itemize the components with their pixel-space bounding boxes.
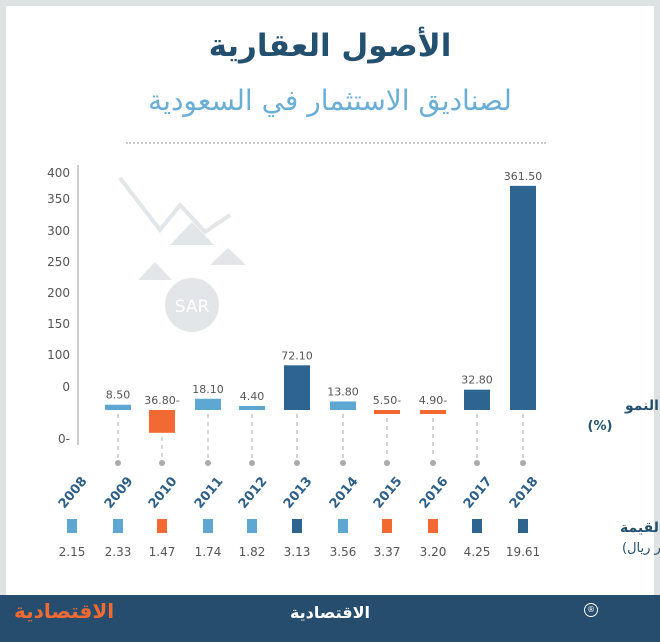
y-tick-label: 0- [58,432,70,446]
bar-2010 [149,410,175,433]
value-label-2010: 1.47 [149,545,176,559]
connector-dot [474,460,480,466]
bar-label-2009: 8.50 [106,389,131,402]
bar-2016 [420,410,446,414]
value-label-2011: 1.74 [195,545,222,559]
connector-dot [205,460,211,466]
bar-label-2018: 361.50 [504,170,543,183]
house-icon [210,248,246,265]
year-label-2011: 2011 [192,474,227,511]
bar-label-2011: 18.10 [192,383,224,396]
value-marker-2011 [203,519,213,533]
year-label-2018: 2018 [507,474,542,511]
growth-axis-unit: (%) [588,419,613,434]
footer-logo-left: الاقتصادية [14,599,115,623]
value-marker-2013 [292,519,302,533]
year-label-2009: 2009 [102,474,137,511]
connector-dot [115,460,121,466]
y-tick-label: 300 [47,224,70,238]
value-marker-2008 [67,519,77,533]
bar-2014 [330,401,356,410]
year-label-2015: 2015 [371,474,406,511]
value-marker-2012 [247,519,257,533]
bar-2015 [374,410,400,414]
value-marker-2009 [113,519,123,533]
divider [126,142,546,144]
house-icon [138,262,172,280]
bar-label-2010: 36.80- [144,394,179,407]
value-marker-2015 [382,519,392,533]
connector-dot [520,460,526,466]
bar-2011 [195,398,221,410]
connector-dot [294,460,300,466]
connector-dot [340,460,346,466]
year-label-2012: 2012 [236,474,271,511]
value-marker-2016 [428,519,438,533]
coin-icon [165,278,219,332]
year-label-2008: 2008 [56,474,91,511]
value-label-2013: 3.13 [284,545,311,559]
y-tick-label: 350 [47,192,70,206]
bar-2013 [284,365,310,410]
page-title: الأصول العقارية [208,28,452,64]
bar-2009 [105,404,131,410]
value-label-2015: 3.37 [374,545,401,559]
connector-dot [159,460,165,466]
bar-2017 [464,389,490,410]
value-label-2009: 2.33 [105,545,132,559]
year-label-2013: 2013 [281,474,316,511]
year-label-2017: 2017 [461,474,496,511]
value-label-2008: 2.15 [59,545,86,559]
year-label-2010: 2010 [146,474,181,511]
registered-icon: ® [584,603,598,617]
y-tick-label: 0 [62,380,70,394]
bar-label-2017: 32.80 [461,374,493,387]
value-label-2012: 1.82 [239,545,266,559]
value-marker-2017 [472,519,482,533]
value-label-2018: 19.61 [506,545,540,559]
bar-label-2012: 4.40 [240,390,265,403]
bar-label-2016: 4.90- [419,394,447,407]
trend-arrow-icon [118,176,232,235]
bar-label-2015: 5.50- [373,394,401,407]
y-tick-label: 150 [47,317,70,331]
house-icon [170,222,214,245]
growth-axis-label: نسبة النمو [624,398,660,414]
value-marker-2018 [518,519,528,533]
bar-2012 [239,406,265,410]
y-tick-label: 200 [47,286,70,300]
bar-label-2013: 72.10 [281,349,313,362]
connector-dot [249,460,255,466]
bar-2018 [510,185,536,410]
y-tick-label: 250 [47,255,70,269]
value-label-2014: 3.56 [330,545,357,559]
year-label-2016: 2016 [417,474,452,511]
footer-logo-center: الاقتصادية [289,603,371,622]
year-label-2014: 2014 [327,474,362,511]
y-tick-label: 400 [47,166,70,180]
connector-dot [384,460,390,466]
value-row-label: القيمة [620,520,660,536]
bar-label-2014: 13.80 [327,385,359,398]
value-marker-2010 [157,519,167,533]
infographic-card: الأصول العقارية لصناديق الاستثمار في الس… [6,6,654,595]
value-marker-2014 [338,519,348,533]
footer: الاقتصادية الاقتصادية ® [0,595,660,642]
watermark-sar: SAR [175,297,210,317]
value-row-unit: (مليار ريال) [622,541,660,556]
y-tick-label: 100 [47,348,70,362]
value-label-2017: 4.25 [464,545,491,559]
connector-dot [430,460,436,466]
value-label-2016: 3.20 [420,545,447,559]
page-subtitle: لصناديق الاستثمار في السعودية [148,84,512,117]
